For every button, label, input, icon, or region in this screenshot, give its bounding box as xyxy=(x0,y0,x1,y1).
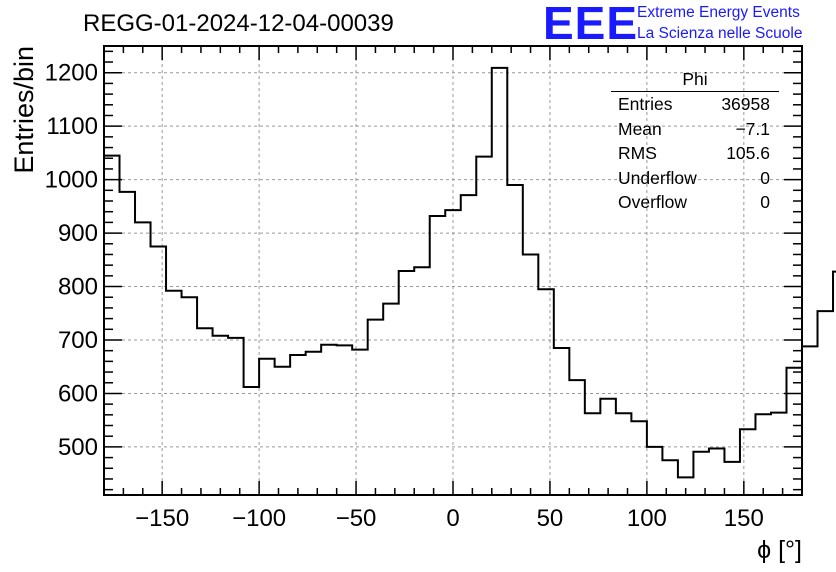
y-tick-label: 900 xyxy=(58,220,98,247)
grid-lines xyxy=(104,46,802,495)
stats-row: Entries 36958 xyxy=(611,92,779,117)
y-tick-label: 1000 xyxy=(45,167,98,194)
stats-value: 0 xyxy=(760,192,770,212)
stats-value: 36958 xyxy=(721,94,770,114)
y-axis-label: Entries/bin xyxy=(9,46,39,174)
eee-logo: EEE xyxy=(543,0,639,49)
y-tick-label: 700 xyxy=(58,327,98,354)
x-tick-label: −150 xyxy=(135,505,189,532)
y-tick-label: 800 xyxy=(58,274,98,301)
x-tick-label: 100 xyxy=(627,505,667,532)
stats-label: Overflow xyxy=(618,192,688,212)
stats-box: Phi Entries 36958 Mean −7.1 RMS 105.6 Un… xyxy=(611,69,779,215)
stats-title: Phi xyxy=(611,69,779,92)
stats-row: Mean −7.1 xyxy=(611,117,779,142)
stats-row: Underflow 0 xyxy=(611,166,779,191)
stats-label: Underflow xyxy=(618,167,697,188)
x-tick-label: 50 xyxy=(537,505,564,532)
stats-value: −7.1 xyxy=(735,118,770,139)
logo-line-1: Extreme Energy Events xyxy=(637,4,800,21)
x-tick-label: 150 xyxy=(724,505,764,532)
stats-value: 105.6 xyxy=(726,143,770,163)
stats-row: Overflow 0 xyxy=(611,190,779,215)
x-tick-label: −50 xyxy=(336,505,377,532)
y-tick-label: 1100 xyxy=(46,113,98,140)
y-tick-label: 1200 xyxy=(45,60,98,87)
stats-label: RMS xyxy=(618,143,657,163)
x-tick-labels: −150 −100 −50 0 50 100 150 xyxy=(135,505,764,532)
stats-label: Entries xyxy=(618,94,673,114)
stats-row: RMS 105.6 xyxy=(611,141,779,166)
x-tick-label: 0 xyxy=(446,505,459,532)
x-axis-label: ϕ [°] xyxy=(757,536,802,564)
chart-title: REGG-01-2024-12-04-00039 xyxy=(83,10,394,37)
y-tick-label: 600 xyxy=(58,380,98,407)
y-tick-label: 500 xyxy=(58,434,98,461)
logo-line-2: La Scienza nelle Scuole xyxy=(637,25,803,42)
axis-ticks xyxy=(103,46,803,495)
logo-caption: Extreme Energy Events La Scienza nelle S… xyxy=(637,2,802,44)
histogram-outline xyxy=(104,66,836,479)
x-tick-label: −100 xyxy=(232,505,286,532)
stats-label: Mean xyxy=(618,118,662,139)
y-tick-labels: 500 600 700 800 900 1000 1100 1200 xyxy=(45,60,98,461)
stats-value: 0 xyxy=(760,167,770,188)
